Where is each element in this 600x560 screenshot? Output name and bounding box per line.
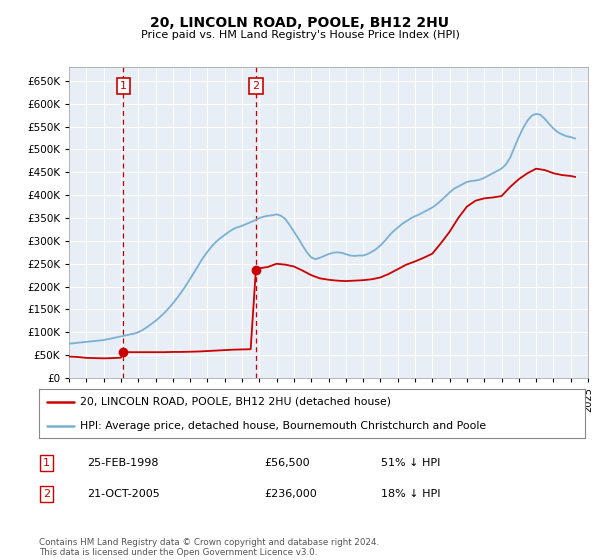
Text: HPI: Average price, detached house, Bournemouth Christchurch and Poole: HPI: Average price, detached house, Bour… bbox=[80, 421, 486, 431]
Text: 2: 2 bbox=[43, 489, 50, 499]
Text: 1: 1 bbox=[43, 458, 50, 468]
Text: 51% ↓ HPI: 51% ↓ HPI bbox=[381, 458, 440, 468]
Text: 20, LINCOLN ROAD, POOLE, BH12 2HU (detached house): 20, LINCOLN ROAD, POOLE, BH12 2HU (detac… bbox=[80, 397, 391, 407]
Text: 2: 2 bbox=[252, 81, 259, 91]
Text: Price paid vs. HM Land Registry's House Price Index (HPI): Price paid vs. HM Land Registry's House … bbox=[140, 30, 460, 40]
Text: 1: 1 bbox=[120, 81, 127, 91]
Text: 21-OCT-2005: 21-OCT-2005 bbox=[87, 489, 160, 499]
Text: £236,000: £236,000 bbox=[264, 489, 317, 499]
Text: 20, LINCOLN ROAD, POOLE, BH12 2HU: 20, LINCOLN ROAD, POOLE, BH12 2HU bbox=[151, 16, 449, 30]
Text: Contains HM Land Registry data © Crown copyright and database right 2024.
This d: Contains HM Land Registry data © Crown c… bbox=[39, 538, 379, 557]
Text: £56,500: £56,500 bbox=[264, 458, 310, 468]
Text: 25-FEB-1998: 25-FEB-1998 bbox=[87, 458, 158, 468]
Text: 18% ↓ HPI: 18% ↓ HPI bbox=[381, 489, 440, 499]
